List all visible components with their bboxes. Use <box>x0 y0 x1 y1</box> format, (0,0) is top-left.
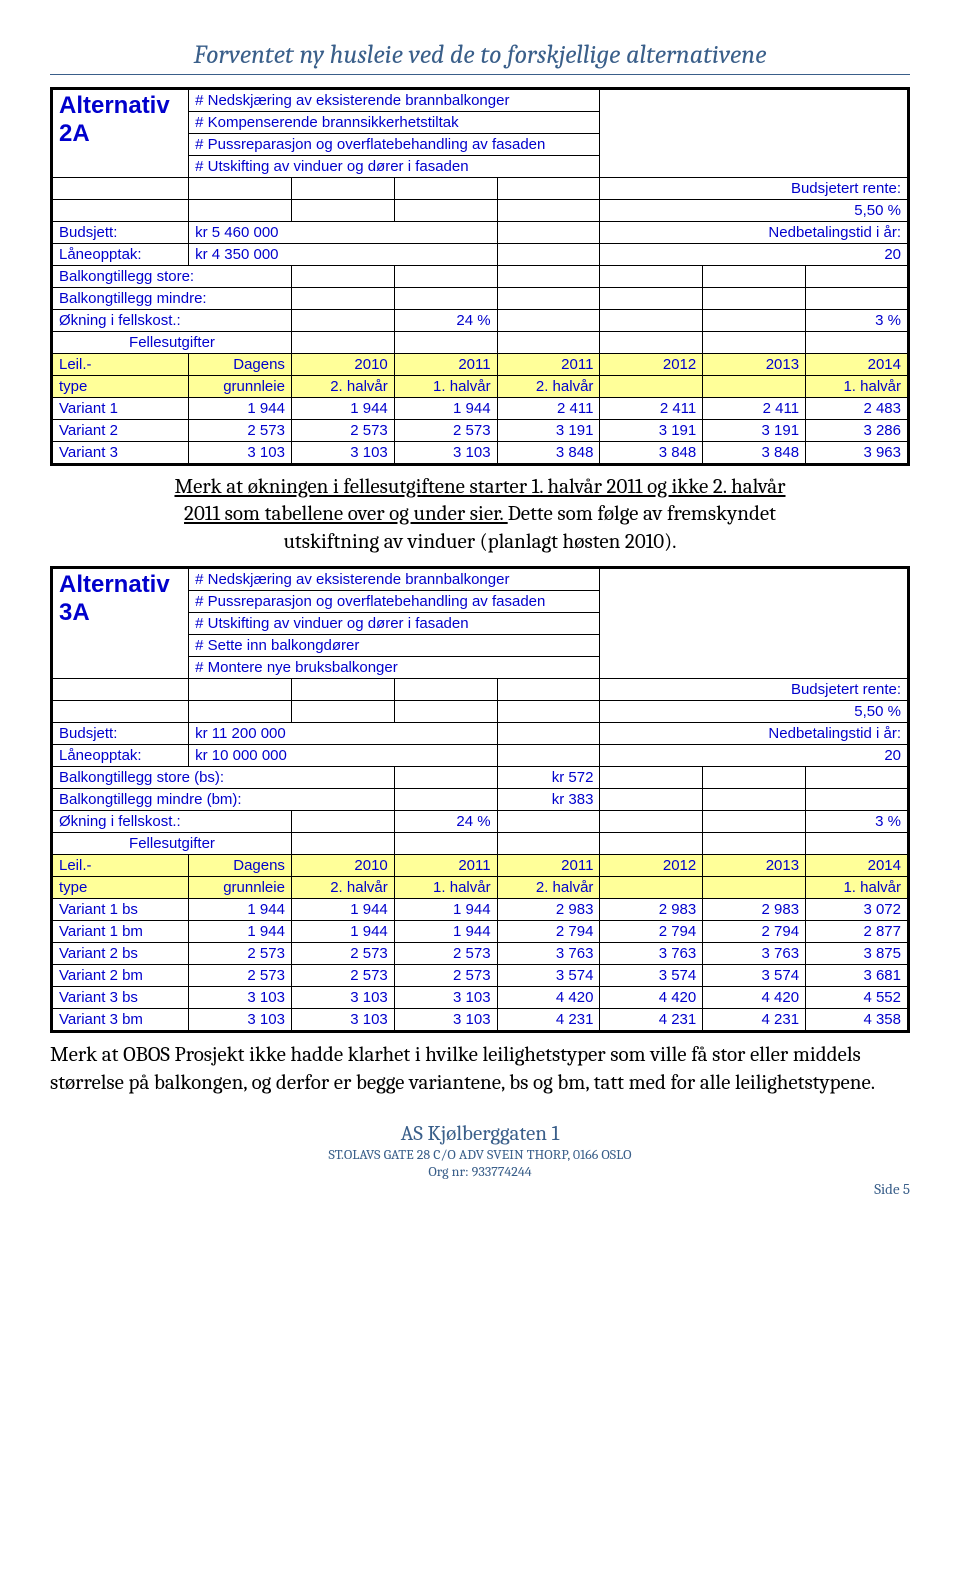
nedbet-label: Nedbetalingstid i år: <box>600 222 909 244</box>
okning-extra: 3 % <box>806 310 909 332</box>
note-between: Merk at økningen i fellesutgiftene start… <box>50 474 910 556</box>
okning-label: Økning i fellskost.: <box>52 310 292 332</box>
laan-val: kr 10 000 000 <box>189 744 497 766</box>
laan-label: Låneopptak: <box>52 244 189 266</box>
footer-name: AS Kjølberggaten 1 <box>50 1122 910 1146</box>
okning-extra: 3 % <box>806 810 909 832</box>
budsjett-label: Budsjett: <box>52 222 189 244</box>
budsjett-label: Budsjett: <box>52 722 189 744</box>
balk-mindre: Balkongtillegg mindre: <box>52 288 292 310</box>
table-subheader-row: type grunnleie 2. halvår 1. halvår 2. ha… <box>52 376 909 398</box>
alt-2a-bullet: # Kompenserende brannsikkerhetstiltak <box>189 112 600 134</box>
table-row: Variant 2 bs2 5732 5732 5733 7633 7633 7… <box>52 942 909 964</box>
footer-org: Org nr: 933774244 <box>50 1163 910 1180</box>
okning-pct: 24 % <box>394 310 497 332</box>
rente-label: Budsjetert rente: <box>600 178 909 200</box>
laan-years: 20 <box>600 744 909 766</box>
fellesutgifter: Fellesutgifter <box>52 332 292 354</box>
balk-store: Balkongtillegg store: <box>52 266 292 288</box>
rente-val: 5,50 % <box>600 200 909 222</box>
alt-2a-bullet: # Pussreparasjon og overflatebehandling … <box>189 134 600 156</box>
balk-store-val: kr 572 <box>497 766 600 788</box>
page-title: Forventet ny husleie ved de to forskjell… <box>50 40 910 75</box>
budsjett-val: kr 11 200 000 <box>189 722 497 744</box>
alt-2a-bullet: # Utskifting av vinduer og dører i fasad… <box>189 156 600 178</box>
alt-3a-bullet: # Utskifting av vinduer og dører i fasad… <box>189 612 600 634</box>
okning-label: Økning i fellskost.: <box>52 810 292 832</box>
balk-mindre-val: kr 383 <box>497 788 600 810</box>
laan-label: Låneopptak: <box>52 744 189 766</box>
nedbet-label: Nedbetalingstid i år: <box>600 722 909 744</box>
budsjett-val: kr 5 460 000 <box>189 222 497 244</box>
balk-mindre: Balkongtillegg mindre (bm): <box>52 788 395 810</box>
rente-val: 5,50 % <box>600 700 909 722</box>
balk-store: Balkongtillegg store (bs): <box>52 766 395 788</box>
fellesutgifter: Fellesutgifter <box>52 832 292 854</box>
alt-2a-title: Alternativ 2A <box>52 89 189 178</box>
table-row: Variant 1 bs1 9441 9441 9442 9832 9832 9… <box>52 898 909 920</box>
footer: AS Kjølberggaten 1 ST.OLAVS GATE 28 C/O … <box>50 1122 910 1180</box>
alt-3a-bullet: # Sette inn balkongdører <box>189 634 600 656</box>
table-row: Variant 2 bm2 5732 5732 5733 5743 5743 5… <box>52 964 909 986</box>
page-number: Side 5 <box>50 1180 910 1198</box>
alt-3a-bullet: # Pussreparasjon og overflatebehandling … <box>189 590 600 612</box>
laan-val: kr 4 350 000 <box>189 244 497 266</box>
table-row: Variant 3 bm3 1033 1033 1034 2314 2314 2… <box>52 1008 909 1031</box>
table-row: Variant 11 9441 9441 9442 4112 4112 4112… <box>52 398 909 420</box>
table-header-row: Leil.- Dagens 2010 2011 2011 2012 2013 2… <box>52 354 909 376</box>
table-row: Variant 22 5732 5732 5733 1913 1913 1913… <box>52 420 909 442</box>
laan-years: 20 <box>600 244 909 266</box>
note-bottom: Merk at OBOS Prosjekt ikke hadde klarhet… <box>50 1041 910 1098</box>
table-row: Variant 33 1033 1033 1033 8483 8483 8483… <box>52 442 909 465</box>
footer-addr: ST.OLAVS GATE 28 C/O ADV SVEIN THORP, 01… <box>50 1146 910 1163</box>
alt-3a-title: Alternativ 3A <box>52 567 189 678</box>
alt-3a-bullet: # Montere nye bruksbalkonger <box>189 656 600 678</box>
table-alt-2a: Alternativ 2A # Nedskjæring av eksistere… <box>50 87 910 466</box>
okning-pct: 24 % <box>394 810 497 832</box>
table-header-row: Leil.-Dagens201020112011201220132014 <box>52 854 909 876</box>
table-row: Variant 3 bs3 1033 1033 1034 4204 4204 4… <box>52 986 909 1008</box>
rente-label: Budsjetert rente: <box>600 678 909 700</box>
alt-3a-bullet: # Nedskjæring av eksisterende brannbalko… <box>189 567 600 590</box>
table-subheader-row: typegrunnleie2. halvår1. halvår2. halvår… <box>52 876 909 898</box>
table-alt-3a: Alternativ 3A # Nedskjæring av eksistere… <box>50 566 910 1033</box>
table-row: Variant 1 bm1 9441 9441 9442 7942 7942 7… <box>52 920 909 942</box>
alt-2a-bullet: # Nedskjæring av eksisterende brannbalko… <box>189 89 600 112</box>
